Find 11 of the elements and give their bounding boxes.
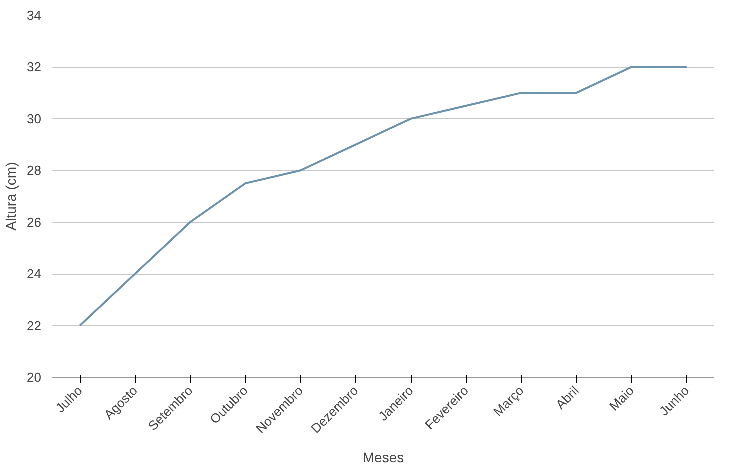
- y-axis-title: Altura (cm): [3, 162, 20, 231]
- y-tick-label: 22: [27, 318, 42, 334]
- line-series: [79, 66, 688, 327]
- y-tick-label: 20: [27, 370, 42, 385]
- y-tick-label: 26: [27, 214, 42, 230]
- y-tick-label: 34: [27, 8, 42, 23]
- y-tick-label: 32: [27, 60, 42, 75]
- y-tick-label: 24: [27, 266, 42, 282]
- x-axis-title: Meses: [362, 450, 404, 466]
- y-tick-label: 28: [27, 163, 42, 178]
- y-tick-label: 30: [27, 111, 42, 126]
